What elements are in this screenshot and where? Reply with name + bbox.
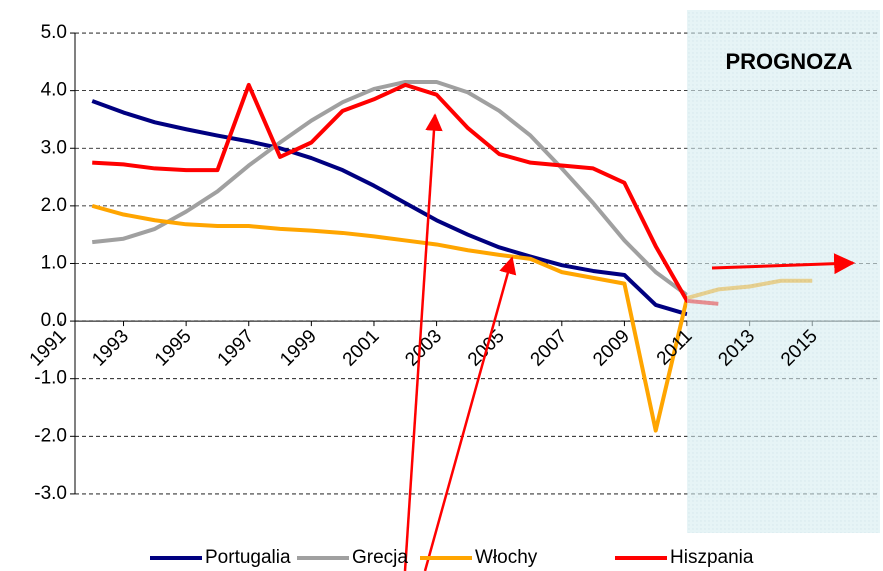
y-tick-label: 4.0 — [41, 80, 67, 101]
y-tick-label: 1.0 — [41, 252, 67, 273]
x-tick-label: 2001 — [339, 326, 384, 371]
legend-label: Włochy — [475, 547, 538, 568]
forecast-region — [687, 10, 880, 533]
legend-label: Portugalia — [205, 547, 291, 568]
x-tick-label: 2007 — [527, 326, 572, 371]
legend-label: Grecja — [352, 547, 408, 568]
legend-label: Hiszpania — [670, 547, 754, 568]
y-tick-label: 3.0 — [41, 137, 67, 158]
x-tick-label: 1995 — [151, 326, 196, 371]
series-line — [92, 82, 719, 306]
x-tick-label: 2003 — [401, 326, 446, 371]
y-tick-label: -2.0 — [34, 425, 67, 446]
x-tick-label: 2009 — [589, 326, 634, 371]
annotation-arrows — [403, 113, 856, 571]
forecast-label: PROGNOZA — [725, 49, 852, 74]
series-line — [91, 80, 689, 297]
series-line — [91, 99, 688, 317]
y-tick-label: 0.0 — [41, 310, 67, 331]
y-tick-label: -3.0 — [34, 483, 67, 504]
y-tick-label: 5.0 — [41, 22, 67, 43]
y-tick-label: 2.0 — [41, 195, 67, 216]
y-tick-label: -1.0 — [34, 368, 67, 389]
x-tick-label: 1997 — [214, 326, 259, 371]
x-tick-label: 1993 — [88, 326, 133, 371]
x-tick-label: 1999 — [276, 326, 321, 371]
x-tick-label: 1991 — [26, 326, 71, 371]
